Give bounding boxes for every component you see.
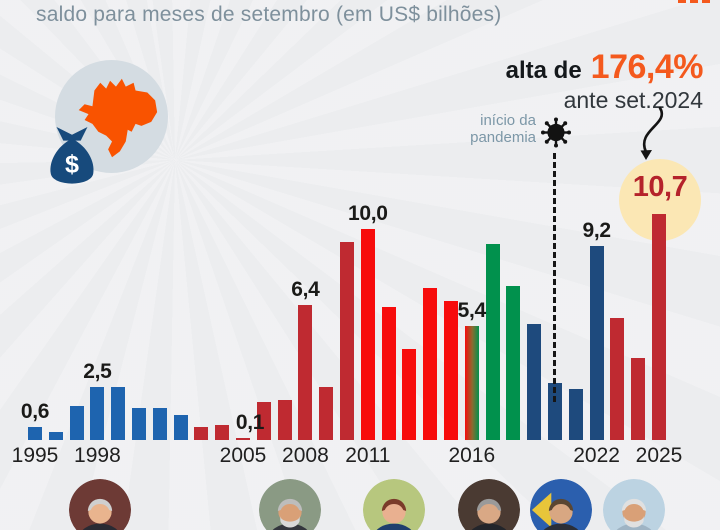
highlight-value: 176,4% xyxy=(590,48,704,86)
x-tick-2022: 2022 xyxy=(573,444,620,467)
logo-fragment-icon xyxy=(678,0,710,3)
bar-2015 xyxy=(444,300,458,440)
bar-2020 xyxy=(548,383,562,440)
bar-2010 xyxy=(340,241,354,440)
logo-dot xyxy=(678,0,686,3)
x-tick-2008: 2008 xyxy=(282,444,329,467)
bar-1999 xyxy=(111,387,126,440)
virus-icon xyxy=(541,117,571,148)
highlight-prefix: alta de xyxy=(505,57,582,84)
value-label-2016: 5,4 xyxy=(457,299,487,323)
bar-2007 xyxy=(277,399,292,440)
president-photo-fhc xyxy=(69,479,131,530)
bar-1997 xyxy=(69,406,84,440)
bar-2002 xyxy=(173,414,188,440)
bar-2018 xyxy=(506,285,521,440)
svg-text:$: $ xyxy=(65,150,79,178)
value-label-2011: 10,0 xyxy=(347,202,388,225)
money-bag-icon: $ xyxy=(50,127,94,184)
bar-2003 xyxy=(194,427,209,440)
x-tick-2016: 2016 xyxy=(448,444,496,467)
value-label-1995: 0,6 xyxy=(20,400,50,424)
x-tick-2005: 2005 xyxy=(219,444,267,467)
brazil-money-badge: $ xyxy=(50,60,168,184)
pandemic-label-line2: pandemia xyxy=(470,128,536,146)
callout-arrow-icon xyxy=(640,106,664,160)
bar-2022 xyxy=(589,245,604,440)
bar-2017 xyxy=(485,243,500,440)
bar-2016 xyxy=(464,326,479,440)
bar-2004 xyxy=(215,425,230,440)
president-photo-lula xyxy=(259,479,321,530)
pandemic-label: início da pandemia xyxy=(440,112,536,147)
bar-1996 xyxy=(48,431,63,440)
bar-1998 xyxy=(90,387,105,440)
callout-value: 10,7 xyxy=(632,171,688,203)
logo-dot xyxy=(690,0,698,3)
president-photo-lula xyxy=(603,479,665,530)
highlight-comparison: ante set.2024 xyxy=(563,87,703,113)
bar-2019 xyxy=(527,323,542,440)
x-tick-1995: 1995 xyxy=(11,444,59,467)
bar-2009 xyxy=(319,387,334,440)
bar-1995 xyxy=(28,427,42,440)
president-photo-dilma xyxy=(363,479,425,530)
x-tick-1998: 1998 xyxy=(74,444,121,467)
bar-2013 xyxy=(402,349,417,440)
bar-2000 xyxy=(132,408,146,440)
brazil-map-icon xyxy=(78,78,158,158)
value-label-1998: 2,5 xyxy=(83,360,112,384)
bar-2001 xyxy=(152,408,167,440)
president-photo-temer xyxy=(458,479,520,530)
bar-2014 xyxy=(423,288,438,440)
bar-2011 xyxy=(360,229,375,440)
highlight-headline: alta de 176,4% xyxy=(505,48,704,87)
bar-2023 xyxy=(610,317,625,440)
x-tick-2011: 2011 xyxy=(345,444,391,467)
bar-2006 xyxy=(256,402,271,440)
bar-2008 xyxy=(298,304,313,440)
page-title: saldo para meses de setembro (em US$ bil… xyxy=(36,3,502,26)
bar-2025 xyxy=(652,214,666,440)
x-tick-2025: 2025 xyxy=(635,444,683,467)
bar-2005 xyxy=(236,437,250,440)
pandemic-dashed-line xyxy=(553,153,556,402)
pandemic-label-line1: início da xyxy=(480,112,536,129)
logo-dot xyxy=(702,0,710,3)
bar-2024 xyxy=(631,357,646,440)
bar-2012 xyxy=(381,307,396,440)
value-label-2005: 0,1 xyxy=(235,410,265,434)
president-photo-bolsonaro xyxy=(530,479,592,530)
value-label-2008: 6,4 xyxy=(291,277,320,301)
value-label-2022: 9,2 xyxy=(582,218,611,242)
bar-2021 xyxy=(568,389,583,440)
